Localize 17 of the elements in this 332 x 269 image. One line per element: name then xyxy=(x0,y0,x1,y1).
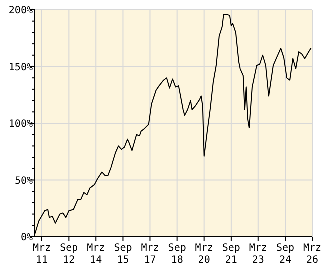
x-tick-label: Sep 15 xyxy=(114,243,132,266)
line-series xyxy=(34,14,312,234)
x-tick-label: Sep 21 xyxy=(222,243,240,266)
y-tick-label: 100% xyxy=(8,119,33,130)
x-tick-label: Sep 18 xyxy=(168,243,186,266)
y-tick-label: 200% xyxy=(8,6,33,16)
x-tick-label: Mrz 11 xyxy=(32,243,52,266)
x-tick-label: Sep 12 xyxy=(60,243,78,266)
x-tick-label: Mrz 17 xyxy=(141,243,160,266)
x-tick-label: Mrz 26 xyxy=(303,243,322,266)
x-tick-label: Sep 24 xyxy=(276,243,295,266)
x-tick-label: Mrz 20 xyxy=(195,243,214,266)
x-tick-label: Mrz 23 xyxy=(249,243,268,266)
y-tick-label: 0% xyxy=(20,232,33,244)
y-tick-label: 50% xyxy=(14,176,33,187)
x-tick-label: Mrz 14 xyxy=(87,243,106,266)
y-tick-label: 150% xyxy=(8,62,33,74)
